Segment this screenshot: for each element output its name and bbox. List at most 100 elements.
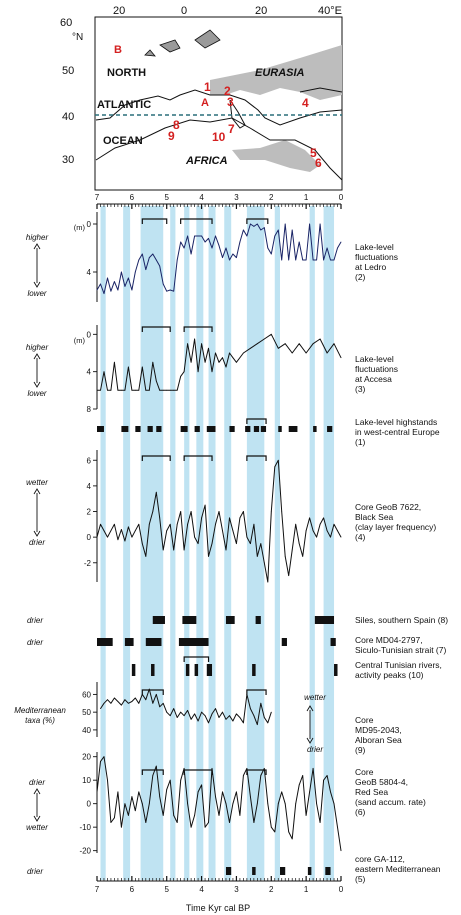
data-point [232,530,234,532]
data-point [239,517,241,519]
data-point [100,283,101,285]
data-point [162,549,164,551]
site-markers: B A 1 2 3 4 5 6 7 8 9 10 [114,44,322,170]
data-point [333,523,335,525]
data-point [204,361,206,363]
highstand-bracket [183,326,213,332]
data-point [124,540,126,542]
data-point [110,702,112,704]
data-point [197,791,199,793]
data-point [222,791,223,793]
data-point [138,702,140,704]
data-point [222,357,223,359]
data-point [169,779,171,781]
humid-band-2 [140,206,164,880]
lat-label-30: 30 [62,154,74,166]
event-bar [131,664,136,676]
data-point [183,715,185,717]
data-point [204,715,206,717]
data-point [243,511,244,512]
data-point [114,281,115,282]
panel-description-line: (1) [355,437,366,447]
event-bar [151,664,155,676]
event-bar [178,638,209,646]
y-axis-tick-label: 20 [82,753,91,762]
data-point [166,711,168,713]
data-point [121,704,122,706]
panel-description-line: (3) [355,384,366,394]
data-point [180,711,182,713]
data-point [180,779,182,781]
data-point [274,831,276,833]
event-bar [185,664,190,676]
y-axis-tick-label: -10 [79,823,91,832]
event-bar [255,616,261,624]
data-point [173,708,175,709]
data-point [239,717,241,718]
data-point [121,389,122,391]
data-point [166,789,168,790]
y-axis-tick-label: -20 [79,847,91,856]
data-point [316,803,317,805]
time-axis-tick-label: 4 [199,885,204,894]
panel-description-line: in west-central Europe [355,427,440,437]
time-axis-tick-label: 3 [234,885,239,894]
data-point [277,803,279,805]
data-point [204,241,206,243]
data-point [155,259,157,261]
data-point [288,259,290,261]
panel-ledro: 0 4 (m) higher lower Lake-levelfluctuationsat… [26,212,398,302]
data-point [215,708,216,709]
panel-description-line: fluctuations [355,364,398,374]
panel-description-line: eastern Mediterranean [355,864,441,874]
data-point [211,543,213,544]
data-point [236,257,237,258]
event-bar [334,664,338,676]
data-point [159,265,161,267]
data-point [250,543,251,544]
data-point [127,366,129,368]
event-bar [225,867,232,875]
event-bar [330,638,336,646]
panel-description-line: (9) [355,745,366,755]
series-line [96,459,342,583]
data-point [229,715,230,717]
data-point [305,259,307,261]
data-point [208,556,209,557]
data-point [194,338,196,340]
data-point [211,768,213,769]
data-point [298,784,300,786]
humid-band-7 [224,206,232,880]
data-point [180,241,182,243]
data-point [110,822,112,823]
event-bar [327,426,333,432]
data-point [218,245,220,247]
humid-band-11 [323,206,335,880]
data-point [312,530,314,532]
direction-arrow-head-down [33,815,41,822]
site-label-b: B [114,44,122,56]
data-point [340,357,342,359]
event-bar [121,426,129,432]
time-axis-tick-label: 6 [130,193,135,202]
data-point [330,536,331,538]
panel-description-line: (6) [355,807,366,817]
data-point [204,826,206,828]
data-point [305,530,307,532]
data-point [127,526,129,528]
data-point [256,556,258,557]
data-point [152,361,154,363]
data-point [270,253,272,255]
y-axis-tick-label: 0 [87,220,92,229]
humid-band-5 [196,206,204,880]
time-axis-tick-label: 0 [339,885,344,894]
data-point [236,543,237,544]
data-point [159,706,161,708]
data-point [183,549,185,551]
data-point [281,791,283,793]
data-point [176,259,178,261]
event-bar [145,638,162,646]
data-point [302,775,304,776]
data-point [340,536,342,538]
